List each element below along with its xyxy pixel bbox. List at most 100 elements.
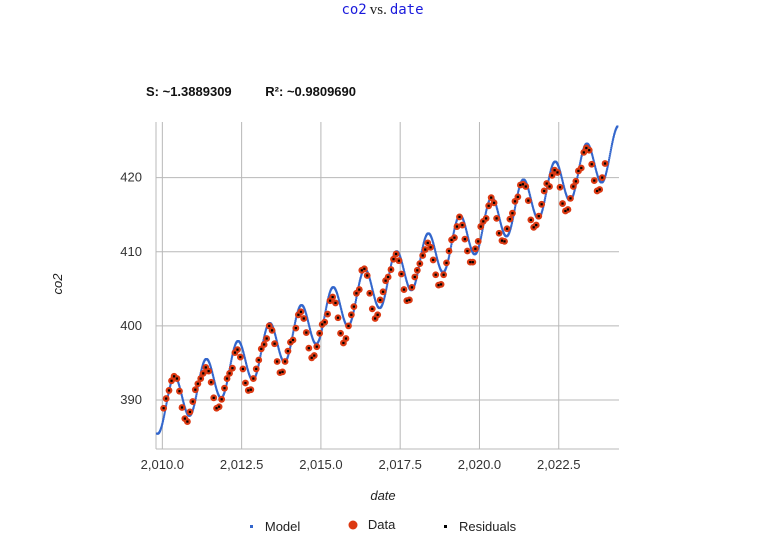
- model-point: [480, 233, 483, 236]
- grid-lines: [155, 122, 619, 450]
- model-point: [162, 418, 165, 421]
- model-point: [383, 296, 386, 299]
- model-point: [613, 132, 616, 135]
- residual-point: [585, 146, 588, 150]
- model-point: [612, 134, 615, 137]
- residual-point: [492, 201, 496, 204]
- legend-item-model[interactable]: Model: [249, 519, 300, 534]
- model-point: [499, 220, 502, 223]
- model-point: [550, 166, 553, 169]
- model-point: [445, 266, 448, 269]
- model-point: [310, 333, 313, 336]
- model-point: [223, 390, 226, 393]
- model-point: [478, 244, 481, 247]
- model-point: [541, 207, 544, 210]
- model-point: [557, 165, 560, 168]
- model-point: [382, 299, 385, 302]
- model-point: [579, 160, 582, 163]
- residual-point: [442, 273, 445, 276]
- model-point: [215, 387, 218, 390]
- model-point: [466, 234, 469, 237]
- model-point: [433, 247, 436, 250]
- model-point: [431, 238, 434, 241]
- residual-point: [490, 196, 493, 199]
- model-point: [350, 320, 353, 323]
- model-point: [466, 235, 469, 238]
- model-point: [264, 332, 267, 335]
- model-point: [431, 239, 434, 242]
- residual-point: [268, 324, 271, 328]
- model-point: [479, 237, 482, 240]
- model-point: [163, 410, 166, 413]
- y-axis-label: co2: [50, 273, 65, 295]
- residual-point: [453, 236, 456, 239]
- model-point: [606, 166, 609, 169]
- residual-point: [447, 249, 451, 253]
- residual-point: [244, 381, 247, 385]
- residual-point: [537, 215, 540, 218]
- model-point: [229, 364, 232, 367]
- residual-point: [394, 252, 398, 256]
- residual-point: [191, 400, 194, 403]
- model-point: [561, 180, 564, 183]
- x-tick-label: 2,010.0: [141, 457, 184, 472]
- model-point: [342, 315, 345, 318]
- model-point: [576, 176, 579, 179]
- model-point: [406, 282, 409, 285]
- residual-point: [485, 217, 488, 220]
- x-tick-label: 2,012.5: [220, 457, 263, 472]
- model-point: [402, 266, 405, 269]
- model-point: [230, 358, 233, 361]
- model-point: [328, 293, 331, 296]
- model-point: [405, 279, 408, 282]
- model-point: [470, 248, 473, 251]
- legend-item-data[interactable]: Data: [348, 517, 395, 532]
- residual-point: [505, 227, 509, 230]
- scatter-chart: 390 400 410 420 2,010.0 2,012.5 2,015.0 2,017.…: [50, 122, 619, 503]
- model-point: [528, 194, 531, 197]
- residual-point: [421, 254, 424, 257]
- model-point: [609, 148, 612, 151]
- model-point: [167, 392, 170, 395]
- residual-point: [479, 225, 482, 228]
- model-point: [280, 355, 283, 358]
- model-point: [292, 331, 295, 334]
- model-point: [279, 353, 282, 356]
- model-point: [403, 271, 406, 274]
- residual-point: [289, 341, 292, 344]
- residual-point: [577, 169, 580, 173]
- model-point: [325, 304, 328, 307]
- model-point: [547, 179, 550, 182]
- model-point: [530, 201, 533, 204]
- residual-point: [294, 327, 297, 330]
- model-point: [563, 189, 566, 192]
- model-point: [372, 291, 375, 294]
- model-point: [339, 304, 342, 307]
- model-point: [401, 264, 404, 267]
- model-marker-icon: [249, 524, 253, 528]
- model-point: [303, 309, 306, 312]
- model-point: [543, 200, 546, 203]
- model-point: [369, 280, 372, 283]
- legend-item-residuals[interactable]: Residuals: [443, 519, 516, 534]
- model-point: [162, 416, 165, 419]
- model-point: [305, 314, 308, 317]
- residual-point: [450, 238, 453, 241]
- residual-point: [524, 185, 527, 188]
- model-point: [233, 345, 236, 348]
- residual-point: [165, 397, 168, 400]
- model-point: [230, 356, 233, 359]
- model-point: [247, 371, 250, 374]
- model-point: [278, 350, 281, 353]
- model-point: [326, 302, 329, 305]
- residual-point: [400, 272, 403, 276]
- model-point: [445, 265, 448, 268]
- model-point: [464, 227, 467, 230]
- model-point: [572, 192, 575, 195]
- residual-point: [175, 377, 179, 380]
- model-point: [195, 395, 198, 398]
- model-point: [499, 221, 502, 224]
- residual-point: [410, 286, 414, 289]
- model-point: [163, 414, 166, 417]
- model-point: [468, 241, 471, 244]
